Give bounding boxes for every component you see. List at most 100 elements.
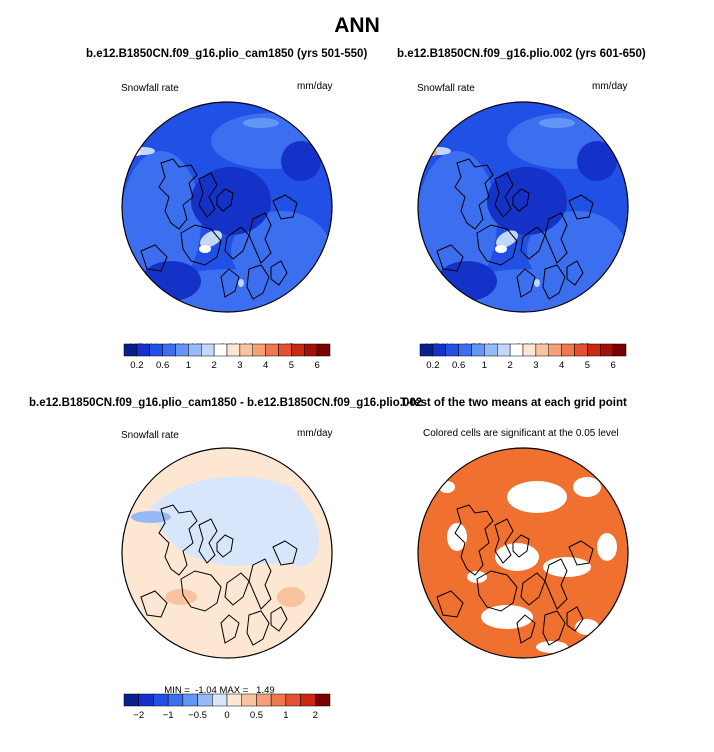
panel-1-colorbar-cell: [175, 343, 189, 357]
panel-3-colorbar-cell: [315, 693, 331, 707]
panel-3-units: mm/day: [297, 428, 333, 439]
panel-1-colorbar-tick-label: 4: [263, 360, 268, 371]
panel-2-coastline: [568, 194, 594, 220]
panel-3-colorbar-cell: [212, 693, 228, 707]
panel-3-coastline: [180, 570, 222, 612]
panel-3-field: [122, 448, 332, 658]
panel-3-stats: MIN = -1.04 MAX = 1.49: [159, 674, 274, 696]
panel-2-colorbar-tick-label: 3: [533, 360, 538, 371]
panel-3-coastline: [158, 504, 198, 576]
panel-4-map-border: [417, 447, 629, 659]
panel-3-colorbar-tick-label: 2: [313, 710, 318, 721]
panel-2-variable-label: Snowfall rate: [417, 83, 475, 94]
panel-4-subtitle: Colored cells are significant at the 0.0…: [423, 428, 619, 439]
panel-1-coastline: [272, 194, 298, 220]
panel-3-map-border: [121, 447, 333, 659]
panel-1-coastline: [158, 158, 198, 230]
panel-1-colorbar-cell: [304, 343, 318, 357]
panel-4-polar-map: [417, 447, 629, 659]
panel-1-coastline: [270, 260, 288, 286]
panel-2-colorbar-cell: [471, 343, 485, 357]
panel-3-colorbar-cell: [138, 693, 154, 707]
panel-2-colorbar-cell: [574, 343, 588, 357]
panel-2-field-high: [496, 230, 518, 248]
panel-2-colorbar-tick-label: 0.6: [452, 360, 465, 371]
panel-1-colorbar-cell: [123, 343, 138, 357]
panel-1-coastline: [246, 264, 270, 300]
panel-2-coastline: [512, 188, 530, 212]
panel-3-colorbar-tick-label: 0.5: [250, 710, 263, 721]
panel-3-coastline: [224, 572, 250, 606]
panel-2-colorbar-cell: [561, 343, 575, 357]
panel-1-colorbar-cell: [201, 343, 215, 357]
panel-1-colorbar-cell: [149, 343, 163, 357]
panel-2-colorbar-tick-label: 0.2: [426, 360, 439, 371]
panel-1-field-high: [200, 230, 222, 248]
panel-1-coastline: [140, 244, 168, 272]
panel-1-colorbar-cell: [278, 343, 292, 357]
panel-2-colorbar-cell: [497, 343, 511, 357]
panel-1-colorbar-cell: [316, 343, 331, 357]
panel-1-coastline: [216, 188, 234, 212]
panel-2-colorbar-cell: [612, 343, 627, 357]
panel-3-coastline: [246, 610, 270, 646]
panel-3-colorbar-cell: [167, 693, 184, 707]
panel-4-field-insignificant: [447, 523, 467, 551]
panel-3-min-label: MIN =: [164, 685, 190, 696]
panel-2-colorbar-cell: [587, 343, 601, 357]
panel-3-colorbar-tick-label: −1: [163, 710, 174, 721]
panel-1-field: [122, 102, 332, 312]
panel-3-colorbar-cell: [182, 693, 198, 707]
panel-4-title: T-test of the two means at each grid poi…: [400, 397, 627, 409]
panel-3-polar-map: [121, 447, 333, 659]
panel-1-colorbar-cell: [188, 343, 202, 357]
panel-2-field-high: [427, 147, 451, 155]
panel-3-field-negative: [131, 511, 171, 523]
panel-2-colorbar-cell: [458, 343, 472, 357]
panel-3-colorbar-cell: [300, 693, 316, 707]
panel-2-map-border: [417, 101, 629, 313]
panel-1-variable-label: Snowfall rate: [121, 83, 179, 94]
panel-3-colorbar-tick-label: −2: [133, 710, 144, 721]
panel-1-field-high: [243, 118, 279, 128]
panel-1-field-band: [122, 151, 201, 291]
panel-2-colorbar-tick-label: 1: [482, 360, 487, 371]
panel-1-field-high: [199, 245, 211, 253]
panel-1-colorbar-cell: [265, 343, 279, 357]
panel-3-colorbar-cell: [270, 693, 287, 707]
panel-4-coastline: [544, 558, 568, 610]
panel-4-field: [418, 448, 628, 658]
panel-3-colorbar-cell: [226, 693, 242, 707]
panel-1-title: b.e12.B1850CN.f09_g16.plio_cam1850 (yrs …: [86, 48, 368, 60]
panel-1-field-low: [191, 167, 271, 235]
panel-4-coastline: [436, 590, 464, 618]
panel-4-field-insignificant: [597, 533, 617, 561]
panel-3-colorbar-cell: [197, 693, 213, 707]
panel-2-coastline: [566, 260, 584, 286]
panel-1-field-low: [281, 141, 321, 181]
panel-2-coastline: [516, 268, 536, 298]
panel-4-coastline: [516, 614, 536, 644]
panel-1-colorbar-cell: [213, 343, 228, 357]
panel-3-colorbar-tick-label: 0: [224, 710, 229, 721]
panel-2-colorbar-tick-label: 5: [585, 360, 590, 371]
panel-3-variable-label: Snowfall rate: [121, 430, 179, 441]
panel-3-colorbar-cell: [241, 693, 257, 707]
panel-3-coastline: [140, 590, 168, 618]
panel-2-colorbar-cell: [522, 343, 537, 357]
panel-2-coastline: [544, 212, 568, 264]
panel-4-coastline: [476, 570, 518, 612]
panel-1-colorbar-cell: [239, 343, 253, 357]
panel-2-colorbar-cell: [509, 343, 524, 357]
panel-1-colorbar-cell: [162, 343, 176, 357]
panel-2-title: b.e12.B1850CN.f09_g16.plio.002 (yrs 601-…: [397, 48, 646, 60]
panel-4-coastline: [512, 534, 530, 558]
panel-2-field-low: [437, 261, 497, 301]
panel-1-colorbar-cell: [252, 343, 266, 357]
panel-4-coastline: [454, 504, 494, 576]
panel-1-colorbar-tick-label: 2: [211, 360, 216, 371]
panel-4-coastline: [520, 572, 546, 606]
panel-4-coastline: [568, 540, 594, 566]
panel-1-field-low: [141, 261, 201, 301]
panel-1-polar-map: [121, 101, 333, 313]
